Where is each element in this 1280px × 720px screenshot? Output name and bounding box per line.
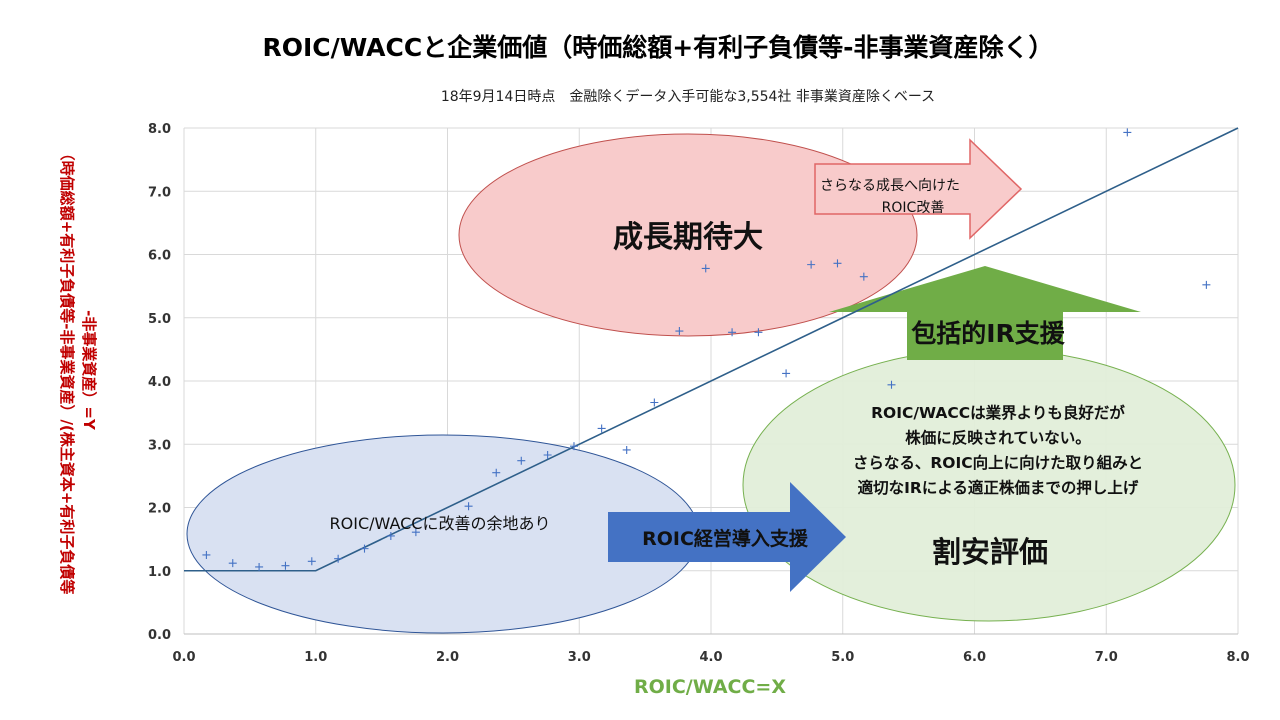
y-tick-label: 3.0 xyxy=(148,438,171,453)
data-point xyxy=(281,561,290,570)
data-point xyxy=(859,272,868,281)
reference-line xyxy=(184,127,1239,572)
data-point xyxy=(622,445,631,454)
ir-arrow-label: 包括的IR支援 xyxy=(911,319,1066,348)
data-point xyxy=(255,562,264,571)
data-point xyxy=(887,380,896,389)
x-tick-label: 6.0 xyxy=(963,650,986,665)
roic-improve-arrow-line2: ROIC改善 xyxy=(882,200,945,216)
data-point xyxy=(386,531,395,540)
x-tick-label: 0.0 xyxy=(172,650,195,665)
data-point xyxy=(833,259,842,268)
x-tick-label: 1.0 xyxy=(304,650,327,665)
growth-expectation-ellipse xyxy=(458,133,918,337)
data-point xyxy=(464,502,473,511)
data-point xyxy=(701,264,710,273)
data-point xyxy=(411,528,420,537)
data-point xyxy=(517,456,526,465)
undervalued-text-line: ROIC/WACCは業界よりも良好だが xyxy=(871,403,1125,422)
x-tick-label: 7.0 xyxy=(1095,650,1118,665)
y-tick-label: 4.0 xyxy=(148,375,171,390)
y-axis-label-line1: （時価総額+有利子負債等-非事業資産）/(株主資本+有利子負債等 xyxy=(58,146,76,595)
x-tick-label: 3.0 xyxy=(568,650,591,665)
roic-management-arrow xyxy=(608,482,846,592)
data-point xyxy=(202,550,211,559)
data-point xyxy=(1202,280,1211,289)
undervalued-label: 割安評価 xyxy=(932,535,1048,569)
growth-label: 成長期待大 xyxy=(613,220,763,255)
x-tick-label: 4.0 xyxy=(699,650,722,665)
reference-line-series xyxy=(184,127,1239,572)
data-point xyxy=(569,442,578,451)
x-axis-label: ROIC/WACC=X xyxy=(634,676,786,698)
y-tick-label: 8.0 xyxy=(148,122,171,137)
x-tick-label: 5.0 xyxy=(831,650,854,665)
y-tick-label: 6.0 xyxy=(148,249,171,264)
data-point xyxy=(228,559,237,568)
annotation-shapes xyxy=(186,133,1236,634)
chart-subtitle: 18年9月14日時点 金融除くデータ入手可能な3,554社 非事業資産除くベース xyxy=(441,88,935,105)
y-tick-label: 0.0 xyxy=(148,628,171,643)
data-point xyxy=(360,544,369,553)
roic-mgmt-arrow-label: ROIC経営導入支援 xyxy=(642,527,809,550)
axes: 0.0 1.0 2.0 3.0 4.0 5.0 6.0 7.0 8.0 0.0 1.0 2.0 3.0 4… xyxy=(148,122,1250,665)
data-point xyxy=(597,424,606,433)
data-point xyxy=(675,327,684,336)
undervalued-text-line: 適切なIRによる適正株価までの押し上げ xyxy=(858,478,1139,497)
undervalued-text-line: 株価に反映されていない。 xyxy=(905,428,1091,447)
y-tick-label: 7.0 xyxy=(148,185,171,200)
y-axis-label-line2: -非事業資産）=Y xyxy=(80,310,98,431)
y-tick-label: 1.0 xyxy=(148,565,171,580)
roic-improve-arrow xyxy=(814,138,1023,240)
y-tick-label: 5.0 xyxy=(148,312,171,327)
roic-improve-arrow-line1: さらなる成長へ向けた xyxy=(820,178,960,194)
undervalued-text-line: さらなる、ROIC向上に向けた取り組みと xyxy=(853,453,1143,472)
data-point xyxy=(1123,128,1132,137)
x-tick-label: 8.0 xyxy=(1226,650,1249,665)
data-point xyxy=(650,398,659,407)
data-point xyxy=(334,554,343,563)
data-point xyxy=(807,260,816,269)
data-point xyxy=(307,557,316,566)
data-points xyxy=(202,128,1211,571)
data-point xyxy=(492,468,501,477)
data-point xyxy=(543,451,552,460)
data-point xyxy=(754,328,763,337)
data-point xyxy=(782,369,791,378)
x-tick-label: 2.0 xyxy=(436,650,459,665)
y-tick-label: 2.0 xyxy=(148,502,171,517)
chart-title: ROIC/WACCと企業価値（時価総額+有利子負債等-非事業資産除く） xyxy=(262,33,1053,62)
improvement-room-label: ROIC/WACCに改善の余地あり xyxy=(330,514,551,533)
ir-support-arrow xyxy=(829,266,1141,360)
data-point xyxy=(728,328,737,337)
